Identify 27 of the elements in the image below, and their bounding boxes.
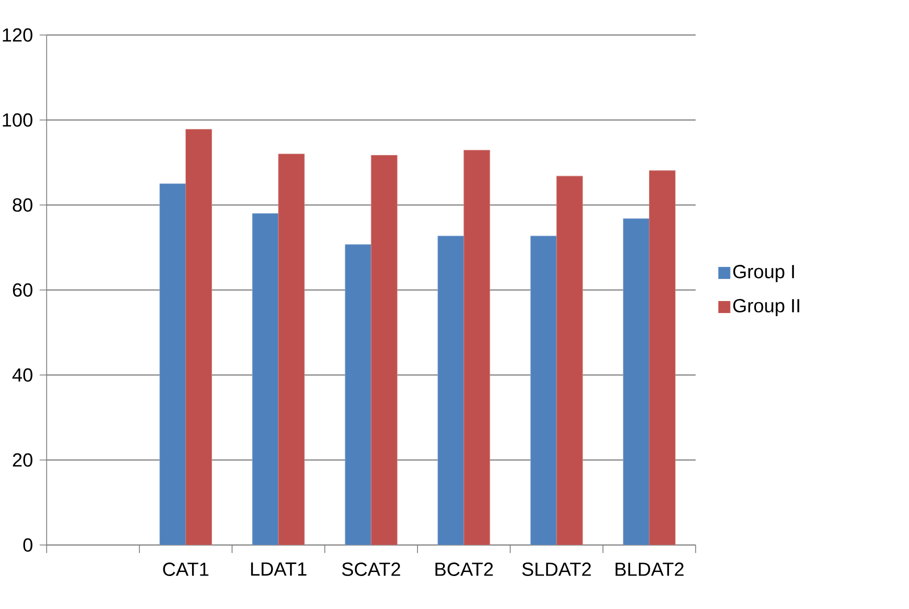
bar — [623, 218, 650, 545]
bar — [344, 244, 372, 545]
y-tick-label: 0 — [23, 538, 32, 552]
y-tick-label: 20 — [12, 453, 32, 467]
legend-label: Group II — [733, 298, 800, 316]
y-tick-label: 100 — [2, 113, 32, 127]
x-tick-label: SCAT2 — [342, 562, 400, 576]
bar — [370, 155, 398, 545]
x-tick-label: CAT1 — [163, 562, 208, 576]
x-tick-label: BCAT2 — [436, 562, 493, 576]
x-tick-label: BLDAT2 — [616, 562, 684, 576]
y-tick-label: 60 — [12, 283, 32, 297]
y-tick-label: 40 — [12, 368, 32, 382]
x-tick-label: SLDAT2 — [522, 562, 591, 576]
y-tick-label: 80 — [12, 198, 32, 212]
bar — [530, 236, 557, 545]
bar — [159, 183, 186, 545]
bar — [438, 236, 464, 545]
y-tick-label: 120 — [2, 28, 32, 42]
bar — [649, 170, 676, 545]
bar — [278, 154, 305, 545]
bar — [556, 176, 583, 545]
legend-label: Group I — [733, 264, 794, 282]
bar — [464, 150, 490, 545]
bar — [252, 213, 279, 545]
x-tick-label: LDAT1 — [251, 562, 306, 576]
bar — [185, 129, 212, 545]
